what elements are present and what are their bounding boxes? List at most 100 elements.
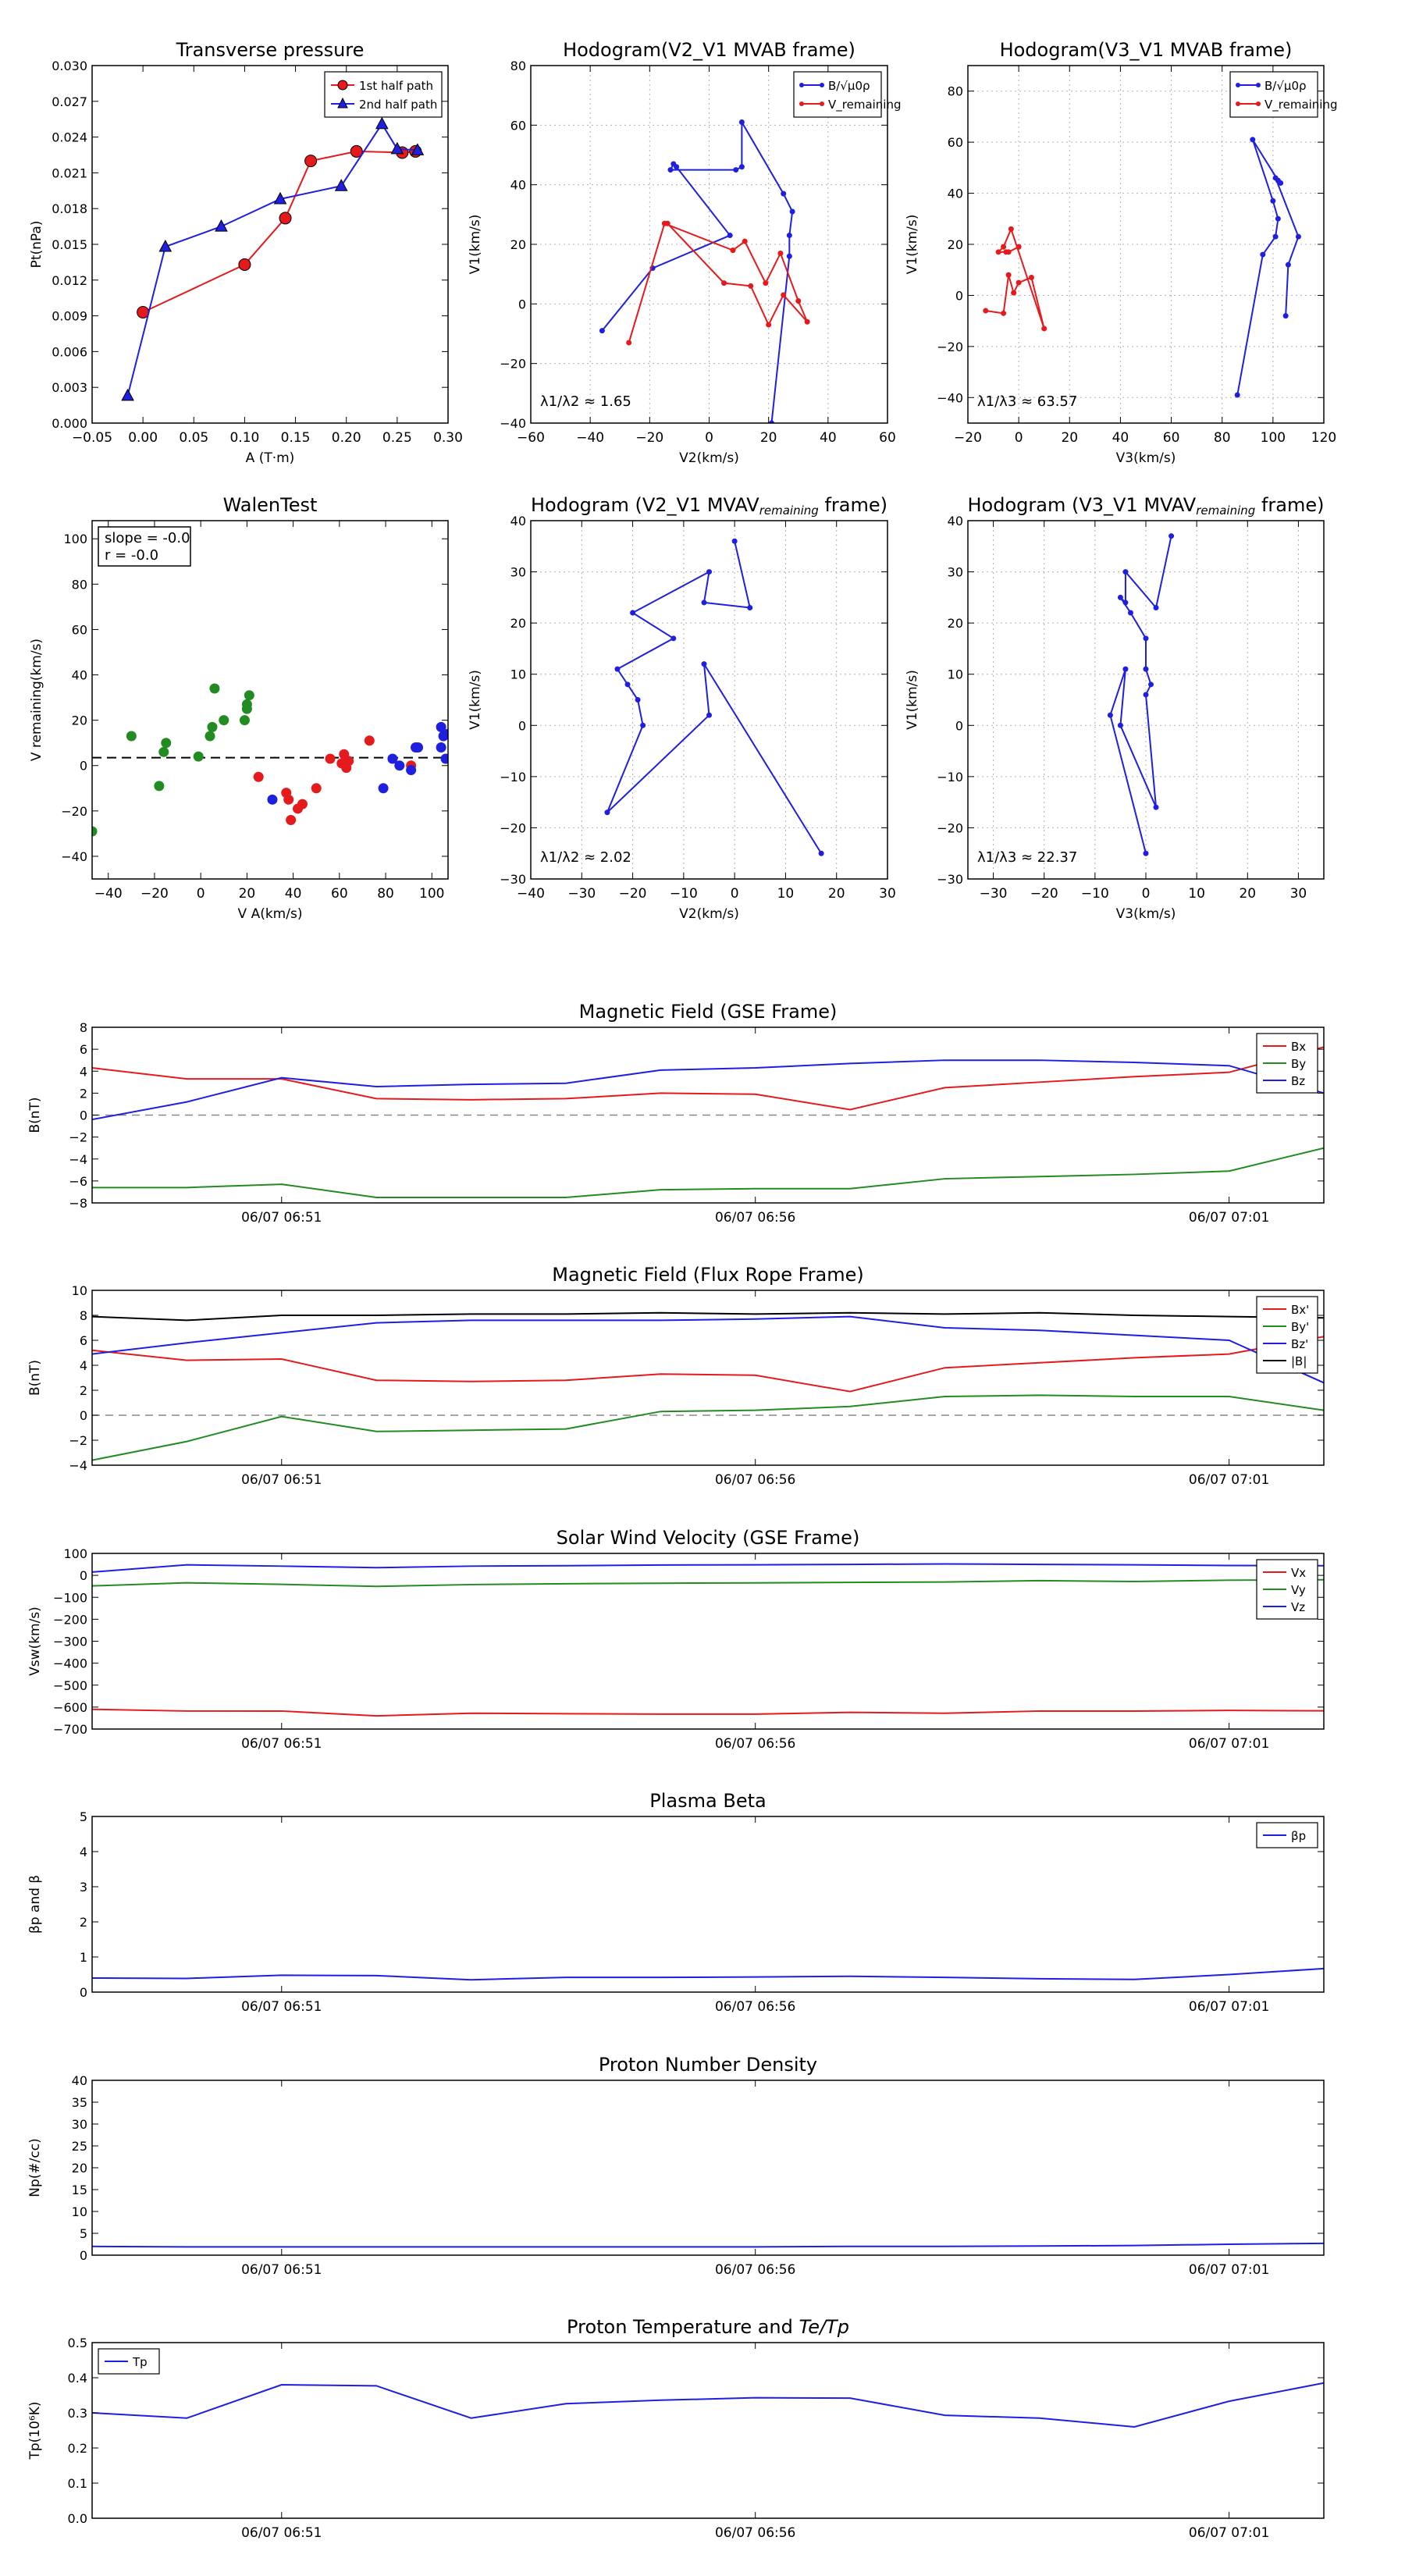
data-point	[640, 722, 646, 728]
chart-title: Plasma Beta	[649, 1790, 766, 1812]
data-point	[158, 746, 169, 757]
y-tick-label: −20	[500, 357, 526, 372]
legend-box	[1229, 71, 1318, 118]
x-tick-label: 80	[377, 886, 394, 902]
plot-area	[92, 2382, 1324, 2428]
data-point	[1016, 279, 1022, 286]
series-line	[92, 1059, 1324, 1121]
chart-h4: −30 −20 −10 0 10 20 30 −30 −20 −10 0 10 20 30 40 Hodogr…	[905, 494, 1325, 922]
y-tick-label: 0.009	[52, 309, 87, 324]
chart-title: Hodogram (V3_V1 MVAVremaining frame)	[968, 494, 1325, 518]
data-point	[667, 167, 674, 173]
legend-marker	[1256, 83, 1261, 87]
x-tick-label: 30	[879, 886, 896, 902]
y-tick-label: −8	[69, 1196, 87, 1211]
data-point	[706, 712, 712, 718]
x-tick-label: 120	[1311, 430, 1336, 446]
legend-box	[98, 2348, 160, 2375]
y-tick-label: 30	[948, 565, 963, 580]
y-tick-label: −4	[69, 1152, 87, 1167]
y-tick-label: 60	[510, 118, 526, 133]
data-point	[763, 280, 769, 286]
y-axis-label: V remaining(km/s)	[29, 639, 44, 761]
x-tick-label: −10	[670, 886, 698, 902]
y-tick-label: 20	[72, 2161, 87, 2176]
legend-label: |B|	[1291, 1354, 1307, 1368]
data-point	[1143, 635, 1149, 642]
data-point	[604, 809, 610, 816]
y-tick-label: 2	[80, 1383, 87, 1398]
title-part: Hodogram (V2_V1 MVAV	[531, 494, 759, 516]
y-tick-label: −4	[69, 1458, 87, 1473]
data-point	[154, 781, 165, 792]
data-point	[311, 783, 322, 794]
x-tick-label: 0	[1015, 430, 1023, 446]
series-bgse-1	[92, 1147, 1324, 1198]
y-tick-label: −100	[53, 1590, 87, 1605]
data-point	[1260, 251, 1266, 258]
series-bgse-0	[92, 1046, 1324, 1111]
x-tick-label: −20	[954, 430, 982, 446]
data-point	[1272, 175, 1279, 181]
x-tick-label: 0.25	[382, 430, 412, 446]
chart-h2: −20 0 20 40 60 80 100 120 −40 −20 0 20 40 60 80 Hodogra…	[905, 39, 1338, 466]
legend-marker	[337, 97, 348, 109]
series-h2-0	[1234, 137, 1301, 398]
data-point	[350, 144, 363, 158]
x-tick-label: 06/07 06:56	[715, 1736, 795, 1752]
x-tick-label: 60	[1163, 430, 1180, 446]
data-point	[614, 666, 621, 672]
series-walen-0	[92, 683, 254, 837]
data-point	[1117, 722, 1123, 728]
data-point	[238, 258, 251, 271]
data-point	[781, 292, 787, 298]
y-tick-label: 0	[80, 1108, 87, 1123]
chart-beta: 06/07 06:51 06/07 06:56 06/07 07:01 0 1 2 3 4 5 P…	[27, 1790, 1325, 2015]
data-point	[777, 250, 784, 256]
data-point	[721, 280, 727, 286]
y-tick-label: 5	[80, 1809, 87, 1824]
data-point	[1282, 313, 1289, 319]
data-point	[436, 742, 446, 753]
plot-area	[92, 2242, 1324, 2248]
y-axis-label: B(nT)	[27, 1097, 43, 1133]
data-point	[126, 731, 137, 742]
series-tpr-0	[92, 2382, 1324, 2428]
data-point	[158, 239, 173, 252]
y-tick-label: 30	[510, 565, 526, 580]
y-tick-label: 0.018	[52, 201, 87, 216]
y-tick-label: 0.012	[52, 273, 87, 288]
plot-area	[92, 1563, 1324, 1717]
y-tick-label: 6	[80, 1042, 87, 1057]
y-tick-label: 0	[80, 1985, 87, 2000]
data-point	[1001, 310, 1007, 316]
data-point	[193, 751, 204, 762]
data-point	[1143, 850, 1149, 856]
y-tick-label: 0	[80, 1408, 87, 1423]
data-point	[1008, 226, 1014, 232]
series-line	[1109, 535, 1172, 854]
y-tick-label: −30	[500, 872, 526, 887]
legend-marker	[337, 80, 348, 91]
series-line	[1236, 139, 1300, 396]
y-tick-label: 0.027	[52, 94, 87, 109]
series-line	[142, 150, 416, 313]
y-tick-label: 0	[80, 2248, 87, 2263]
data-point	[394, 760, 405, 771]
legend: Bx' By' Bz' |B|	[1256, 1296, 1318, 1374]
data-point	[411, 143, 425, 155]
plot-frame	[91, 65, 449, 424]
data-point	[205, 731, 215, 742]
x-tick-label: 06/07 06:51	[241, 2525, 322, 2541]
data-point	[1001, 244, 1007, 250]
series-walen-1	[253, 735, 417, 825]
y-tick-label: 0.003	[52, 380, 87, 395]
data-point	[241, 699, 252, 710]
x-axis-label: A (T·m)	[246, 450, 295, 466]
y-tick-label: 15	[72, 2183, 87, 2197]
data-point	[1278, 180, 1284, 186]
series-line	[92, 2382, 1324, 2428]
x-tick-label: 0.15	[281, 430, 311, 446]
y-tick-label: 0.024	[52, 130, 87, 145]
